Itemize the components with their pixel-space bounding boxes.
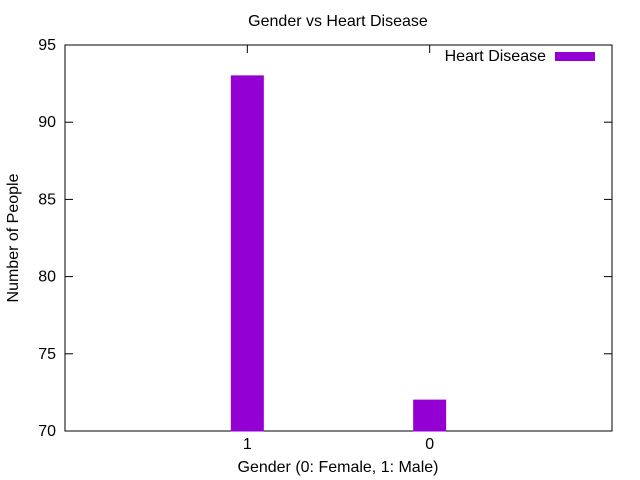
y-tick-label: 90 — [38, 114, 56, 131]
y-tick-label: 70 — [38, 423, 56, 440]
bar-0 — [413, 399, 447, 432]
y-axis-ticks: 70 75 80 85 90 95 — [38, 37, 612, 440]
x-tick-label: 1 — [243, 436, 252, 453]
legend: Heart Disease — [445, 48, 595, 65]
y-tick-label: 95 — [38, 37, 56, 54]
y-axis-label: Number of People — [5, 173, 22, 302]
plot-border — [64, 44, 613, 432]
legend-swatch — [555, 52, 595, 61]
bars — [230, 75, 447, 432]
bar-1 — [230, 75, 264, 432]
chart-title: Gender vs Heart Disease — [248, 13, 428, 30]
legend-label: Heart Disease — [445, 48, 546, 65]
y-tick-label: 75 — [38, 346, 56, 363]
y-tick-label: 85 — [38, 191, 56, 208]
x-axis-label: Gender (0: Female, 1: Male) — [238, 459, 439, 476]
x-tick-label: 0 — [425, 436, 434, 453]
y-tick-label: 80 — [38, 269, 56, 286]
plot-frame — [64, 44, 613, 432]
